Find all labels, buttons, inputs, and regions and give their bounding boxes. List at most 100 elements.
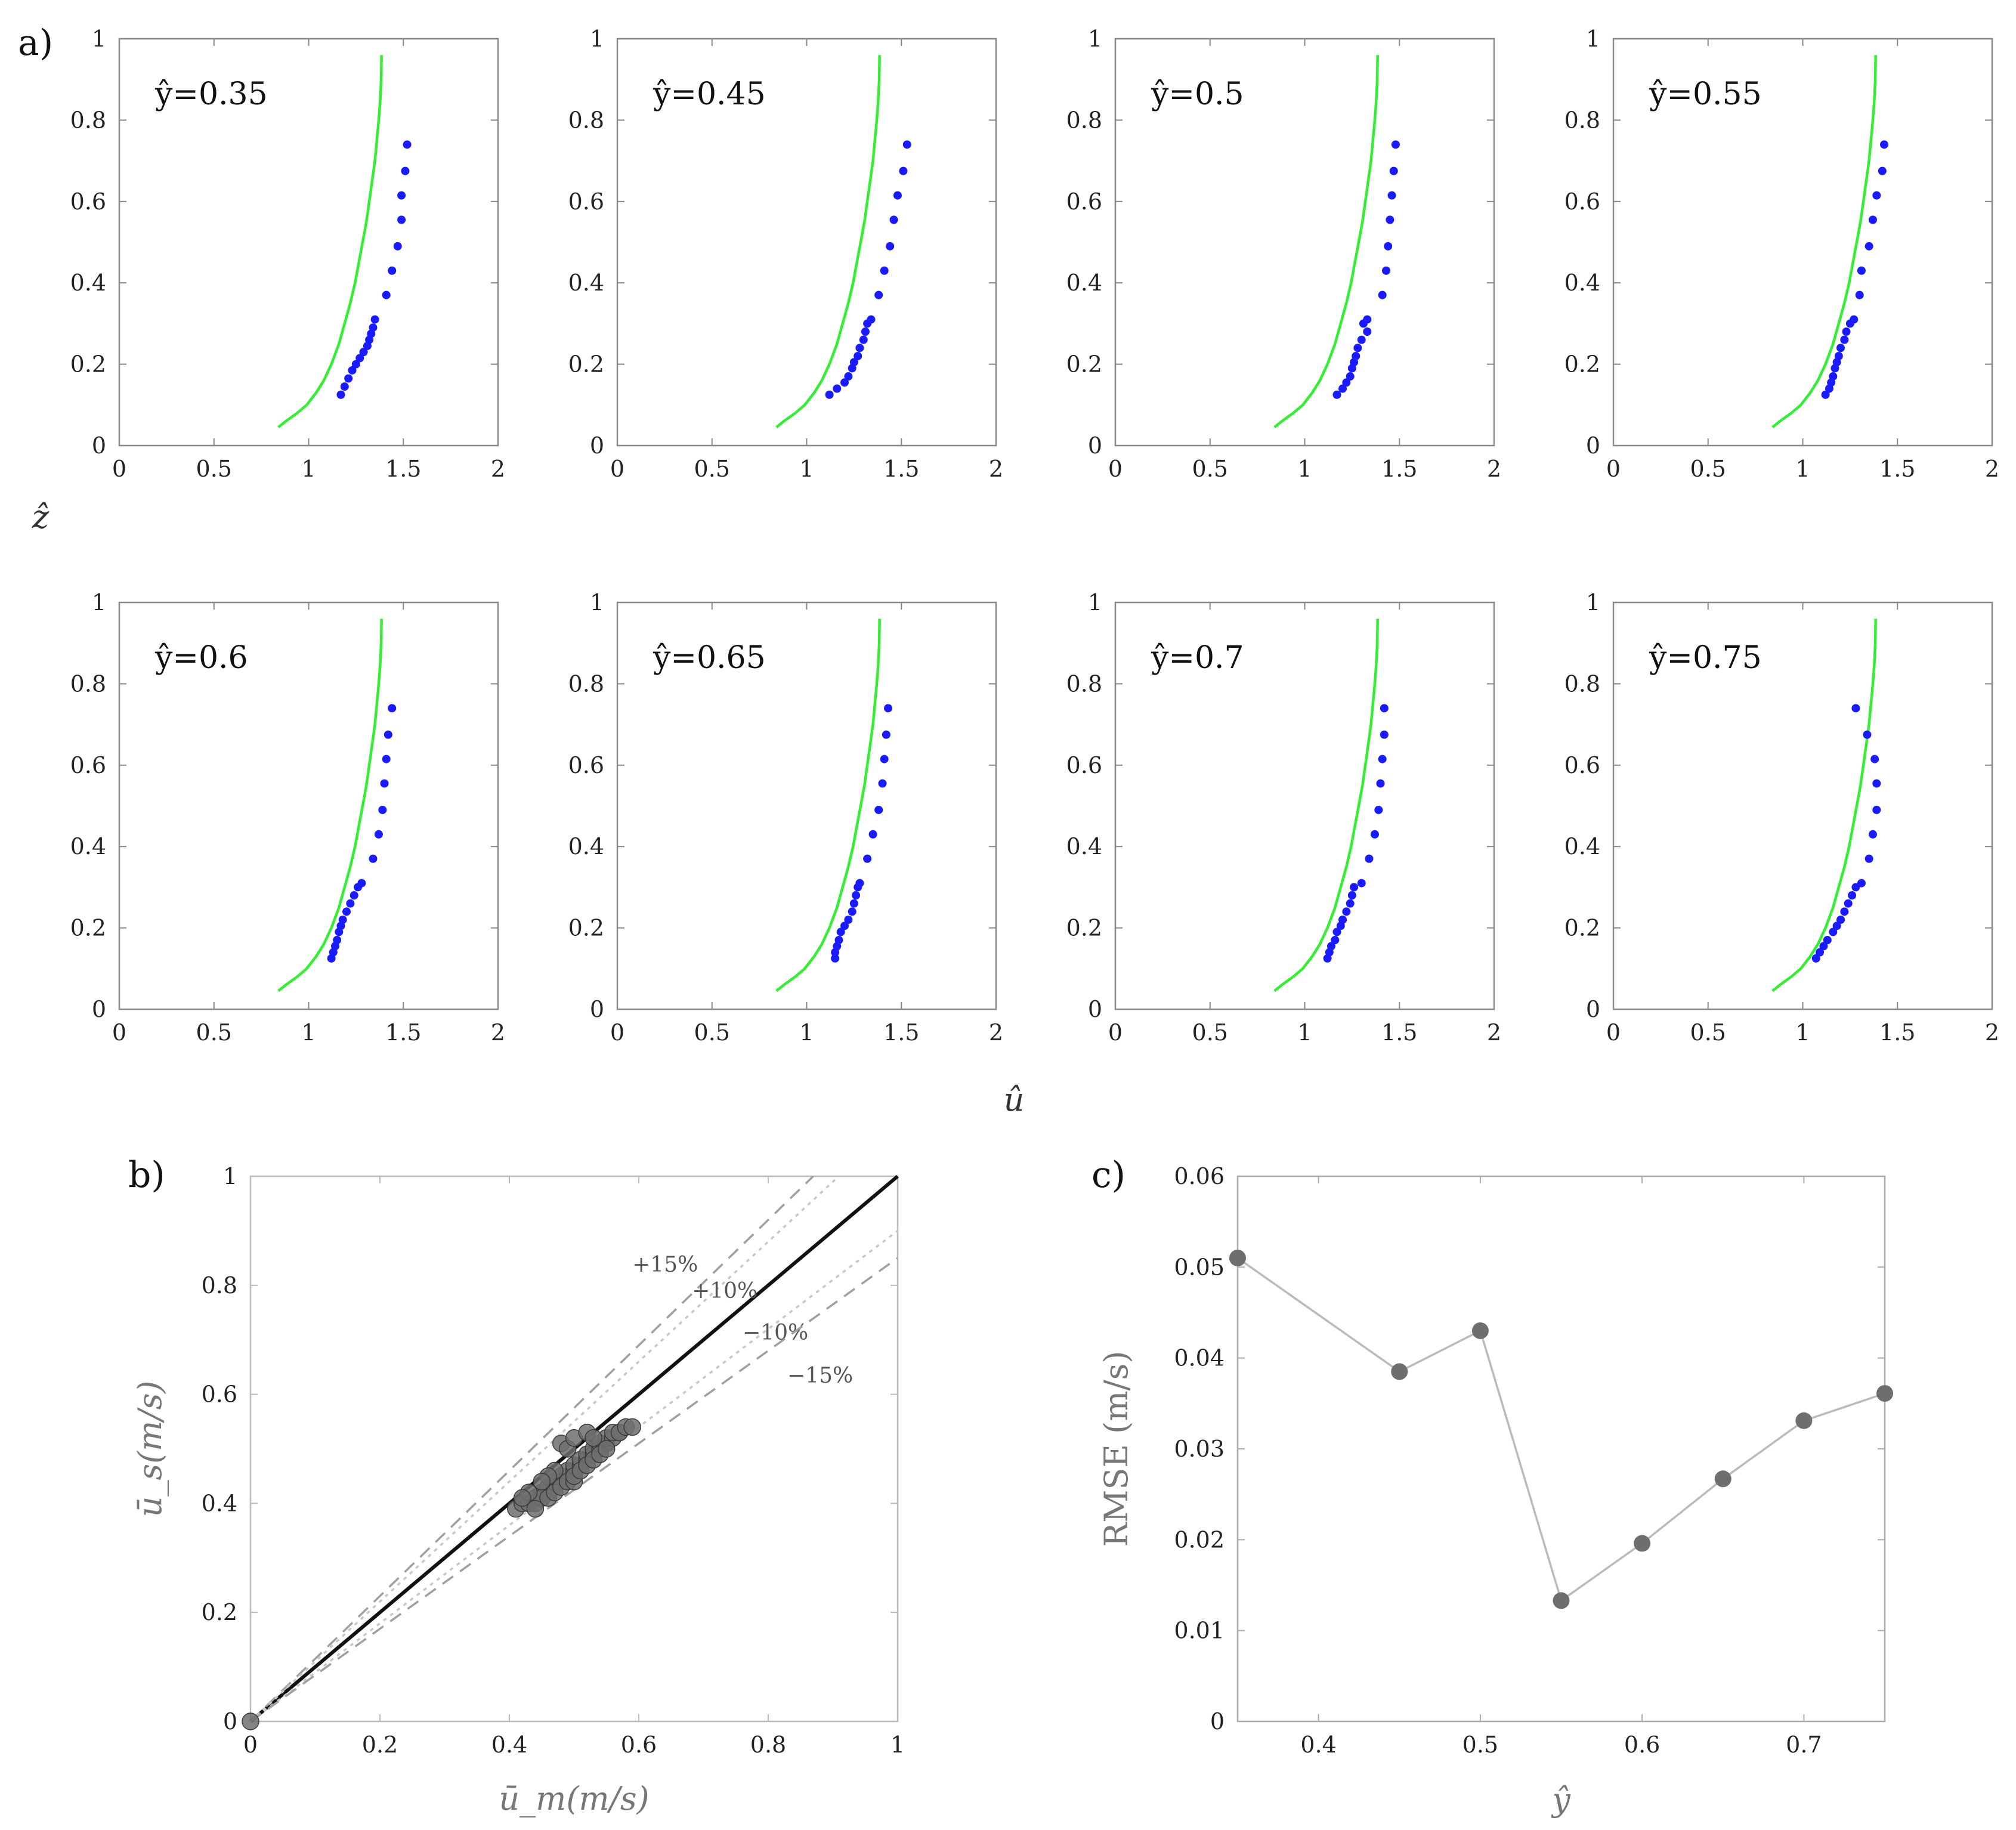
measured-point [380,779,389,788]
measured-point [1840,335,1849,344]
measured-point [1357,879,1366,888]
subplot-6-xtick-label-3: 1.5 [883,1019,919,1046]
measured-point [1327,942,1335,951]
measured-point [397,215,406,224]
measured-point [868,830,877,839]
reference-line-label: −10% [743,1321,808,1345]
subplot-4-xtick-label-0: 0 [1606,456,1621,482]
measured-point [884,704,893,713]
measured-point [886,242,895,251]
subplot-6-ytick-label-5: 1 [590,589,604,616]
measured-point [1868,830,1877,839]
panel-b-frame [249,1175,899,1723]
measured-point [867,315,876,324]
subplot-2-xtick-label-0: 0 [610,456,624,482]
subplot-1-ytick-label-3: 0.6 [70,188,106,215]
measured-point [1332,928,1341,936]
subplot-3-xtick-label-4: 2 [1487,456,1501,482]
subplot-3-ytick-label-3: 0.6 [1066,188,1102,215]
measured-point [346,899,355,908]
scatter-point [585,1429,602,1447]
subplot-1-xtick-label-0: 0 [112,456,126,482]
measured-point [1376,779,1385,788]
panel-b-ylabel: ū_s(m/s) [131,1381,169,1517]
measured-point [348,366,357,375]
measured-point [874,290,883,299]
measured-point [874,805,883,814]
subplot-3-xtick-label-1: 0.5 [1192,456,1228,482]
subplot-2-ytick-label-0: 0 [590,432,604,459]
subplot-7-ytick-label-4: 0.8 [1066,670,1102,697]
panel-c-ytick-label-6: 0.06 [1174,1163,1225,1189]
subplot-6-ytick-label-2: 0.4 [568,833,604,860]
scatter-point [242,1712,259,1730]
subplot-title: ŷ=0.35 [154,76,268,112]
subplot-1-ytick-label-5: 1 [92,26,106,52]
measured-point [1863,730,1872,739]
subplot-7-xtick-label-3: 1.5 [1381,1019,1417,1046]
model-curve-line [1771,619,1877,993]
measured-point [849,899,858,908]
measured-point [880,266,889,275]
subplot-2-xtick-label-4: 2 [989,456,1003,482]
measured-point [834,936,843,945]
measured-point [1829,372,1838,381]
panel-a-grid: 0 0.5 1 1.5 200.20.40.60.81ŷ=0.350 0.5 1 1.5 200… [70,26,2000,1046]
measured-point [393,242,402,251]
subplot-4-ytick-label-4: 0.8 [1564,107,1600,133]
subplot-6-xtick-label-0: 0 [610,1019,624,1046]
subplot-8-ytick-label-5: 1 [1586,589,1600,616]
panel-b-xtick-label-3: 0.6 [621,1732,657,1758]
measured-point [1823,936,1832,945]
panel-b-xtick-label-0: 0 [243,1732,258,1758]
subplot-5-xtick-label-2: 1 [301,1019,316,1046]
reference-line [249,1175,840,1723]
subplot-3-ytick-label-1: 0.2 [1066,351,1102,378]
subplot-5-ytick-label-4: 0.8 [70,670,106,697]
measured-point [370,315,379,324]
subplot-8-xtick-label-4: 2 [1985,1019,1999,1046]
measured-point [351,360,360,369]
model-curve-line [775,619,881,993]
panel-c-rmse-chart: 0.4 0.5 0.6 0.7 0 0.01 0.02 0.03 0.04 0.05 0.06 ŷ RM… [1097,1163,1893,1819]
measured-point [882,730,890,739]
measured-point [1857,266,1866,275]
measured-point [840,378,849,387]
subplot-7-xtick-label-0: 0 [1108,1019,1123,1046]
measured-point [340,382,349,391]
measured-point [825,390,834,399]
measured-point [1338,915,1347,924]
measured-point [1384,242,1393,251]
panel-c-frame [1236,1175,1886,1723]
model-curve-line [1771,55,1877,429]
subplot-4-ytick-label-3: 0.6 [1564,188,1600,215]
subplot-1: 0 0.5 1 1.5 2 0 0.2 0.4 0.6 0.8 1 ŷ=0.35 [70,26,506,482]
subplot-8-xtick-label-2: 1 [1795,1019,1810,1046]
panel-b-scatter-chart: 0 0.2 0.4 0.6 0.8 1 0 0.2 0.4 0.6 0.8 1 +15%+10% −10%… [131,1163,905,1817]
measured-point [1342,378,1351,387]
subplot-8-ytick-label-2: 0.4 [1564,833,1600,860]
measured-point [1350,883,1359,892]
scatter-point [623,1418,641,1436]
subplot-6-xtick-label-4: 2 [989,1019,1003,1046]
measured-point [333,936,342,945]
reference-line-label: −15% [787,1364,853,1388]
model-curve-line [1273,619,1379,993]
rmse-point [1876,1385,1893,1402]
panel-c-ytick-label-4: 0.04 [1174,1345,1225,1371]
subplot-4: 0 0.5 1 1.5 2 0 0.2 0.4 0.6 0.8 1 ŷ=0.55 [1564,26,2000,482]
subplot-title: ŷ=0.6 [154,640,248,676]
measured-point [1840,907,1849,916]
measured-point [893,191,902,200]
panel-b-ytick-label-0: 0 [223,1708,237,1735]
panel-label-b: b) [128,1154,165,1196]
subplot-7: 0 0.5 1 1.5 2 0 0.2 0.4 0.6 0.8 1 ŷ=0.7 [1066,589,1502,1046]
measured-point [1370,830,1379,839]
subplot-3-xtick-label-2: 1 [1297,456,1312,482]
subplot-4-xtick-label-3: 1.5 [1879,456,1915,482]
panel-b-ytick-label-5: 1 [223,1163,237,1189]
subplot-4-xtick-label-4: 2 [1985,456,1999,482]
subplot-7-ytick-label-3: 0.6 [1066,752,1102,778]
panel-b-xtick-label-2: 0.4 [491,1732,527,1758]
